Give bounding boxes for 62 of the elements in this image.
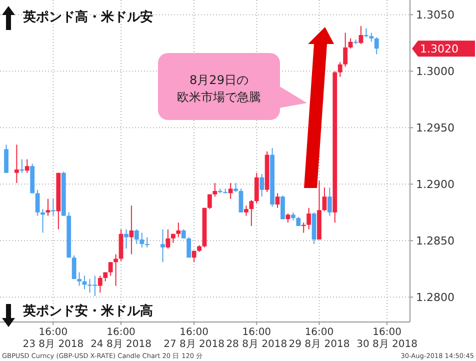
candlestick [77,272,82,286]
candlestick [129,205,134,255]
candlestick [212,182,218,198]
candlestick [327,187,332,216]
candlestick [20,158,24,174]
candlestick [4,144,8,174]
candlestick [322,187,327,212]
candlestick [306,207,312,230]
candlestick [160,228,165,263]
candlestick [249,199,254,226]
x-tick-label: 16:00 24 8月 2018 [90,327,152,350]
candlestick [124,228,128,250]
candlestick [358,25,364,45]
candlestick [238,188,244,213]
y-tick-label: 1.2950 [416,122,454,135]
candlestick [72,254,76,280]
x-tick-label: 16:00 30 8月 2018 [356,327,418,350]
candlestick [24,158,30,174]
candlestick [343,32,348,68]
annotation: 8月29日の欧米市場で急騰 [177,73,261,104]
candlestick [369,32,374,42]
candlestick [40,208,45,234]
x-tick-label: 16:00 28 8月 2018 [226,327,288,350]
candlestick [280,194,285,220]
text: 1.3020 [420,42,458,56]
candlestick [14,144,19,184]
x-tick-label: 16:00 29 8月 2018 [288,327,350,350]
candlestick [176,222,181,238]
candlestick [134,228,139,245]
candlestick [234,182,238,193]
y-tick-label: 1.3050 [416,8,454,22]
candlestick [51,198,56,216]
x-tick-label: 16:00 27 8月 2018 [164,327,224,350]
candlestick [35,189,40,216]
y-tick-label: 1.2900 [416,178,454,192]
candlestick [108,262,113,276]
candlestick [301,222,306,234]
candlestick [114,254,118,286]
candlestick [364,28,368,38]
candlestick [254,172,259,204]
candlestick [275,192,280,208]
annotation: 英ポンド安・米ドル高 [22,303,153,319]
annotation: 英ポンド高・米ドル安 [22,9,153,25]
candlestick [260,173,264,198]
candlestick [244,205,248,216]
y-tick-label: 1.3000 [416,65,454,78]
candlestick [338,62,342,78]
candlestick [186,236,192,258]
candlestick [98,275,102,294]
candlestick [140,232,144,248]
candlestick [286,213,290,224]
candlestick [207,194,212,210]
candlestick [228,182,233,200]
candlestick [144,236,150,248]
y-tick-label: 1.2850 [416,234,454,248]
x-tick-label: 16:00 23 8月 2018 [22,327,84,350]
candlestick [46,198,50,216]
y-tick-label: 1.2800 [416,291,454,304]
candlestick [181,228,186,239]
candlestick [296,216,301,226]
candlestick [374,36,379,55]
candlestick [166,228,170,250]
